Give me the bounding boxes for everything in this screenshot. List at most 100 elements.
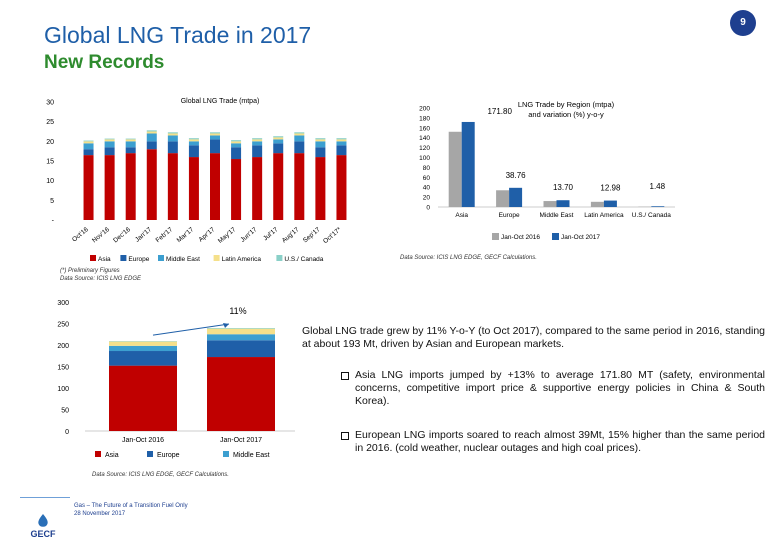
bar-segment	[252, 157, 263, 220]
bar-segment	[83, 141, 94, 144]
bar-segment	[207, 357, 275, 431]
bullet-asia: Asia LNG imports jumped by +13% to avera…	[341, 369, 765, 408]
bar-segment	[294, 132, 305, 134]
bullet-europe: European LNG imports soared to reach alm…	[341, 429, 765, 455]
y-tick-label: 40	[423, 185, 431, 192]
region-chart-subtitle: and variation (%) y-o-y	[528, 110, 604, 119]
legend-label: Europe	[128, 256, 149, 263]
region-chart-title: LNG Trade by Region (mtpa)	[518, 100, 615, 109]
growth-arrow	[152, 323, 230, 336]
bar-segment	[83, 155, 94, 220]
bar-segment	[167, 153, 178, 220]
bar-segment	[273, 136, 284, 138]
source-note-1: Data Source: ICIS LNG EDGE	[60, 276, 142, 282]
y-tick-label: 10	[46, 178, 54, 185]
bar-segment	[188, 157, 199, 220]
legend-swatch	[223, 451, 229, 457]
bullet-asia-text: Asia LNG imports jumped by +13% to avera…	[355, 369, 765, 407]
monthly-lng-chart: Global LNG Trade (mtpa) - 5 10 15 20 25 30 Oct…	[46, 98, 347, 263]
bar-segment	[336, 141, 347, 146]
bar-segment	[231, 143, 242, 148]
bar-segment	[146, 141, 157, 150]
bar	[448, 131, 462, 207]
legend-label: Jan-Oct 2016	[501, 234, 540, 241]
bar-segment	[210, 135, 220, 140]
region-lng-chart: LNG Trade by Region (mtpa) and variation…	[419, 100, 675, 241]
bar-segment	[146, 130, 157, 132]
bar	[509, 187, 523, 207]
y-tick-label: -	[52, 218, 55, 225]
x-tick-label: Sep'17	[302, 226, 322, 244]
x-tick-label: Jan-Oct 2016	[122, 437, 164, 444]
legend-swatch	[95, 451, 101, 457]
bar-segment	[231, 141, 242, 144]
page-title: Global LNG Trade in 2017	[44, 22, 312, 48]
bar	[543, 201, 557, 207]
bar	[590, 201, 604, 207]
period-lng-chart: 0 50 100 150 200 250 300 Jan-Oct 2016 Jan-Oct 2…	[57, 300, 295, 459]
legend-swatch	[158, 255, 164, 261]
bar-segment	[252, 139, 263, 142]
bar-segment	[83, 140, 94, 142]
y-tick-label: 80	[423, 165, 431, 172]
bar-segment	[273, 143, 284, 154]
x-tick-label: Dec'16	[112, 226, 132, 244]
x-tick-label: Latin America	[584, 212, 624, 219]
growth-label: 11%	[229, 306, 246, 316]
bar-segment	[252, 145, 263, 158]
page-badge: 9	[730, 10, 756, 36]
footer-line-1: Gas – The Future of a Transition Fuel On…	[74, 503, 188, 509]
data-label: 13.70	[553, 183, 574, 192]
bar-segment	[294, 135, 305, 142]
bar-segment	[315, 157, 326, 220]
x-tick-label: Asia	[455, 212, 468, 219]
x-tick-label: Jan'17	[134, 226, 153, 244]
bar-segment	[104, 147, 115, 156]
y-tick-label: 180	[419, 115, 430, 122]
arrow-head	[223, 323, 229, 329]
legend-swatch	[552, 233, 559, 240]
data-label: 1.48	[650, 182, 666, 191]
legend-label: Europe	[157, 452, 180, 459]
y-tick-label: 100	[419, 155, 430, 162]
x-tick-label: Jul'17	[262, 226, 280, 242]
y-tick-label: 25	[46, 119, 54, 126]
gecf-logo: GECF	[30, 514, 56, 538]
bar-segment	[336, 145, 347, 156]
bar-segment	[207, 340, 275, 358]
checkbox-icon	[341, 372, 349, 380]
bar-segment	[104, 138, 115, 140]
bar-segment	[125, 147, 136, 154]
bar-segment	[315, 139, 326, 142]
legend-swatch	[120, 255, 127, 261]
bar-segment	[273, 153, 284, 220]
bar-segment	[231, 147, 242, 160]
bar-segment	[109, 351, 177, 366]
legend-label: U.S./ Canada	[284, 256, 323, 263]
bar-segment	[315, 147, 326, 158]
bar-segment	[167, 132, 178, 134]
bar-segment	[167, 141, 178, 154]
bar-segment	[273, 139, 284, 144]
monthly-chart-title: Global LNG Trade (mtpa)	[181, 98, 260, 105]
x-tick-label: Oct'16	[71, 226, 90, 244]
x-tick-label: Jan-Oct 2017	[220, 437, 262, 444]
legend-label: Jan-Oct 2017	[561, 234, 600, 241]
bar-segment	[83, 143, 94, 150]
bar-segment	[146, 133, 157, 142]
bar	[461, 121, 475, 207]
source-note-3: Data Source: ICIS LNG EDGE, GECF Calcula…	[92, 472, 229, 478]
bar-segment	[188, 141, 199, 146]
x-tick-label: Oct'17*	[322, 226, 343, 245]
y-tick-label: 140	[419, 135, 430, 142]
bar-segment	[336, 138, 347, 140]
bar-segment	[210, 133, 220, 136]
bar-segment	[188, 145, 199, 158]
y-tick-label: 200	[57, 343, 69, 350]
bar-segment	[231, 159, 242, 220]
bar-segment	[109, 365, 177, 431]
bar-segment	[315, 141, 326, 148]
bar-segment	[231, 140, 242, 142]
preliminary-note: (*) Preliminary Figures	[60, 268, 120, 274]
bar-segment	[210, 139, 220, 154]
